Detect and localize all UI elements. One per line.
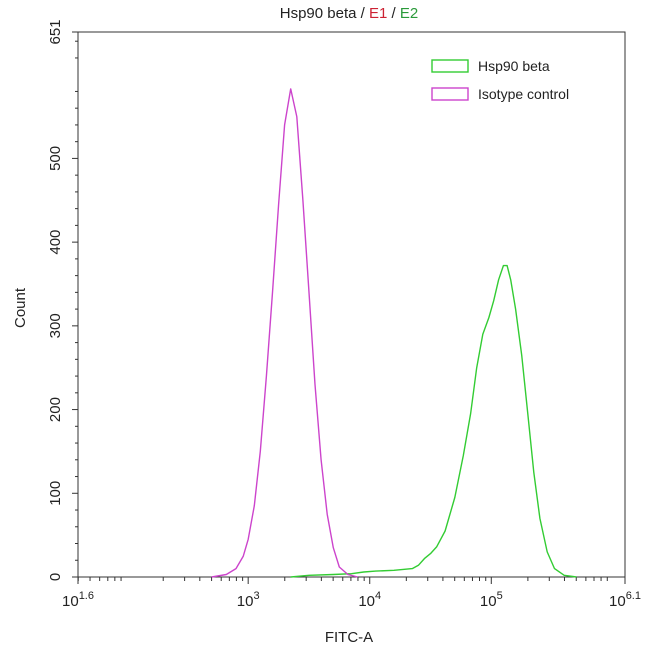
y-axis: 0 100 200 300 400 500 651 (47, 19, 78, 581)
series-line-isotype-control (211, 88, 358, 578)
series-layer (211, 88, 577, 578)
y-axis-label: Count (12, 287, 29, 328)
x-axis-label: FITC-A (325, 629, 373, 646)
y-tick-label: 651 (47, 19, 64, 44)
x-tick-label: 106.1 (609, 590, 641, 610)
legend-label: Hsp90 beta (478, 58, 550, 74)
x-tick-label: 101.6 (62, 590, 94, 610)
y-tick-label: 100 (47, 481, 64, 506)
y-tick-label: 500 (47, 146, 64, 171)
legend-swatch (431, 59, 469, 73)
chart-title-part: / (356, 5, 369, 22)
legend-swatch (431, 87, 469, 101)
chart-title-part: / (387, 5, 400, 22)
x-tick-label: 105 (480, 590, 503, 610)
chart-title-part: E1 (369, 5, 387, 22)
y-tick-label: 400 (47, 230, 64, 255)
plot-frame (77, 31, 626, 578)
x-tick-label: 103 (237, 590, 260, 610)
x-tick-label: 104 (358, 590, 381, 610)
y-tick-label: 0 (47, 573, 64, 581)
legend: Hsp90 beta Isotype control (431, 58, 569, 102)
x-axis: 101.6 103 104 105 106.1 (62, 577, 641, 610)
chart-title-part: Hsp90 beta (280, 5, 357, 22)
y-tick-label: 200 (47, 397, 64, 422)
series-line-hsp90-beta (290, 264, 577, 578)
chart-title-part: E2 (400, 5, 418, 22)
chart-title: Hsp90 beta / E1 / E2 (280, 5, 418, 22)
y-tick-label: 300 (47, 313, 64, 338)
legend-label: Isotype control (478, 86, 569, 102)
plot-border (77, 31, 626, 578)
